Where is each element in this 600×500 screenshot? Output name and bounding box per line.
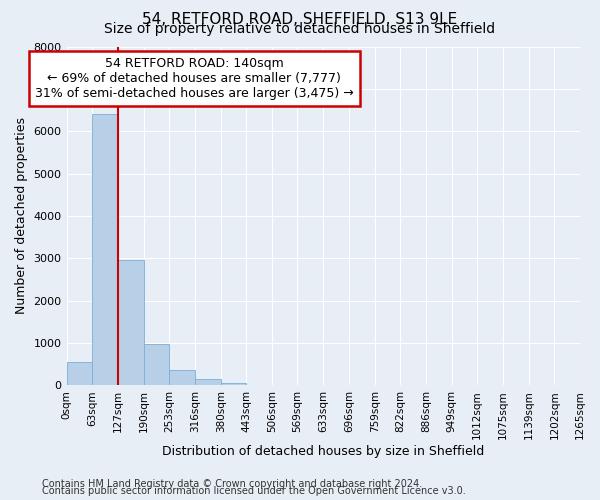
Text: Contains HM Land Registry data © Crown copyright and database right 2024.: Contains HM Land Registry data © Crown c… [42, 479, 422, 489]
Text: 54, RETFORD ROAD, SHEFFIELD, S13 9LE: 54, RETFORD ROAD, SHEFFIELD, S13 9LE [142, 12, 458, 28]
Bar [169, 370, 195, 386]
Text: 54 RETFORD ROAD: 140sqm
← 69% of detached houses are smaller (7,777)
31% of semi: 54 RETFORD ROAD: 140sqm ← 69% of detache… [35, 57, 354, 100]
X-axis label: Distribution of detached houses by size in Sheffield: Distribution of detached houses by size … [162, 444, 484, 458]
Bar [118, 260, 143, 386]
Text: Size of property relative to detached houses in Sheffield: Size of property relative to detached ho… [104, 22, 496, 36]
Text: Contains public sector information licensed under the Open Government Licence v3: Contains public sector information licen… [42, 486, 466, 496]
Bar [221, 382, 247, 386]
Y-axis label: Number of detached properties: Number of detached properties [15, 118, 28, 314]
Bar [67, 362, 92, 386]
Bar [195, 379, 221, 386]
Bar [143, 344, 169, 386]
Bar [92, 114, 118, 386]
